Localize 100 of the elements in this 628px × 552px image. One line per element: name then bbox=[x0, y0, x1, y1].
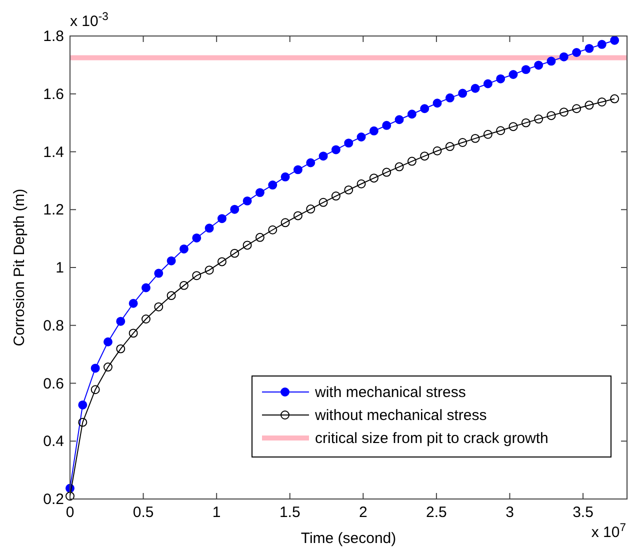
y-tick-label: 1.8 bbox=[43, 28, 64, 45]
point bbox=[255, 188, 264, 198]
point bbox=[344, 138, 354, 148]
point bbox=[293, 211, 302, 220]
point bbox=[584, 100, 594, 110]
point bbox=[217, 214, 226, 224]
point bbox=[470, 84, 480, 93]
point bbox=[521, 65, 530, 74]
point bbox=[496, 74, 506, 84]
point bbox=[230, 204, 240, 214]
point bbox=[142, 283, 150, 292]
x-tick-label: 2 bbox=[358, 504, 368, 521]
point bbox=[128, 328, 138, 338]
point bbox=[407, 110, 416, 119]
point bbox=[192, 271, 202, 280]
y-tick-label: 1.6 bbox=[43, 86, 64, 103]
point bbox=[142, 314, 150, 324]
point bbox=[217, 257, 226, 266]
point bbox=[420, 152, 430, 161]
x-tick-label: 3 bbox=[506, 504, 514, 521]
point bbox=[534, 60, 544, 70]
y-tick-label: 1.2 bbox=[43, 202, 64, 219]
point bbox=[572, 48, 582, 57]
point bbox=[90, 364, 100, 373]
point bbox=[458, 138, 468, 147]
point bbox=[610, 94, 620, 104]
point bbox=[268, 225, 278, 234]
point bbox=[394, 115, 404, 124]
point bbox=[306, 204, 316, 214]
point bbox=[331, 192, 340, 201]
point bbox=[546, 111, 556, 120]
x-tick-label: 0 bbox=[66, 504, 74, 521]
point bbox=[534, 114, 544, 124]
point bbox=[166, 256, 176, 266]
point bbox=[331, 145, 340, 154]
point bbox=[546, 56, 556, 66]
point bbox=[318, 152, 328, 161]
point bbox=[458, 88, 468, 98]
point bbox=[204, 224, 214, 233]
point bbox=[445, 93, 454, 102]
point bbox=[242, 196, 252, 206]
x-tick-label: 1.5 bbox=[279, 504, 300, 521]
point bbox=[255, 232, 264, 242]
point bbox=[104, 362, 112, 372]
point bbox=[508, 70, 518, 79]
point bbox=[610, 36, 620, 45]
point bbox=[116, 344, 126, 354]
x-tick-label: 0.5 bbox=[132, 504, 154, 521]
x-tick-label: 3.5 bbox=[572, 504, 594, 521]
legend-label: without mechanical stress bbox=[314, 407, 487, 424]
point bbox=[306, 158, 316, 168]
point bbox=[179, 280, 188, 290]
point bbox=[369, 174, 378, 183]
point bbox=[483, 79, 492, 88]
point bbox=[90, 385, 100, 394]
point bbox=[407, 156, 416, 166]
legend-label: with mechanical stress bbox=[314, 384, 466, 401]
point bbox=[128, 298, 138, 308]
point bbox=[356, 132, 366, 142]
point bbox=[230, 248, 240, 258]
point bbox=[470, 134, 480, 143]
text: x 10$^{7}$ bbox=[591, 522, 626, 541]
point bbox=[104, 337, 112, 346]
point bbox=[356, 179, 366, 188]
point bbox=[496, 126, 506, 136]
point bbox=[597, 40, 606, 49]
point bbox=[293, 165, 302, 174]
point bbox=[572, 104, 582, 114]
point bbox=[154, 268, 164, 278]
point bbox=[432, 98, 442, 108]
point bbox=[445, 142, 454, 152]
y-axis-title: Corrosion Pit Depth (m) bbox=[11, 188, 28, 346]
point bbox=[154, 302, 164, 312]
text: x 10$^{-3}$ bbox=[70, 11, 108, 30]
point bbox=[78, 418, 88, 427]
point bbox=[483, 130, 492, 139]
point bbox=[280, 218, 290, 228]
point bbox=[597, 97, 606, 106]
point bbox=[420, 104, 430, 114]
point bbox=[559, 108, 568, 117]
point bbox=[369, 126, 378, 136]
point bbox=[382, 120, 392, 130]
legend-label: critical size from pit to crack growth bbox=[315, 430, 548, 447]
point bbox=[192, 234, 202, 242]
y-tick-label: 0.4 bbox=[43, 433, 64, 450]
point bbox=[382, 168, 392, 177]
point bbox=[584, 44, 594, 53]
x-axis-title: Time (second) bbox=[300, 530, 396, 547]
x-tick-label: 1 bbox=[212, 504, 221, 521]
point bbox=[508, 122, 518, 132]
point bbox=[280, 172, 290, 182]
y-tick-label: 0.6 bbox=[43, 375, 64, 392]
point bbox=[344, 185, 354, 194]
point bbox=[559, 52, 568, 62]
point bbox=[432, 146, 442, 156]
point bbox=[318, 198, 328, 207]
point bbox=[66, 492, 74, 501]
point bbox=[179, 244, 188, 254]
point bbox=[166, 291, 176, 300]
point bbox=[116, 316, 126, 326]
